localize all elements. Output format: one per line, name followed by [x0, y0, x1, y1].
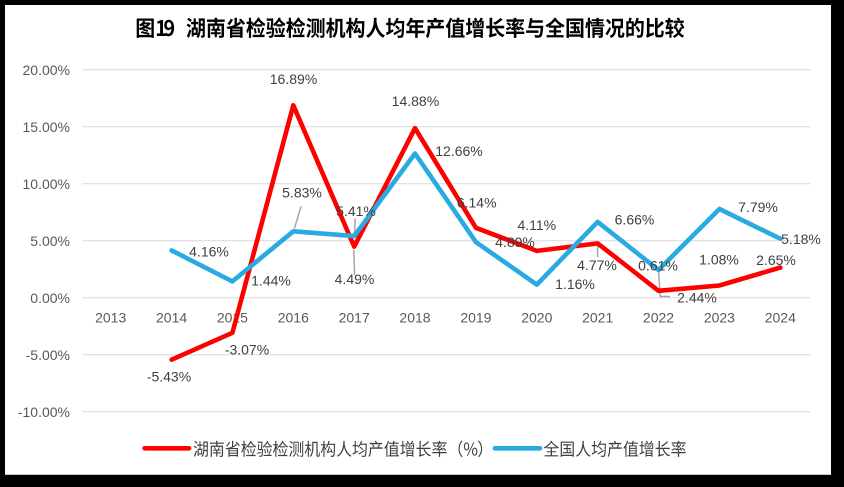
svg-text:4.89%: 4.89% [495, 234, 535, 250]
svg-text:1.08%: 1.08% [699, 252, 739, 268]
svg-text:2.65%: 2.65% [756, 252, 796, 268]
svg-text:4.16%: 4.16% [189, 244, 229, 260]
svg-text:2024: 2024 [765, 310, 796, 326]
svg-text:1.16%: 1.16% [555, 276, 595, 292]
svg-text:6.66%: 6.66% [615, 212, 655, 228]
svg-text:2023: 2023 [704, 310, 735, 326]
svg-text:2013: 2013 [95, 310, 126, 326]
svg-text:-5.43%: -5.43% [147, 369, 191, 385]
svg-text:0.00%: 0.00% [30, 290, 70, 306]
svg-text:6.14%: 6.14% [457, 194, 497, 210]
svg-text:20.00%: 20.00% [23, 62, 70, 78]
svg-text:2015: 2015 [217, 310, 248, 326]
svg-text:-3.07%: -3.07% [225, 342, 269, 358]
svg-text:2022: 2022 [643, 310, 674, 326]
svg-text:5.18%: 5.18% [781, 231, 821, 247]
svg-text:14.88%: 14.88% [392, 93, 439, 109]
svg-text:7.79%: 7.79% [738, 199, 778, 215]
svg-text:2.44%: 2.44% [677, 289, 717, 305]
svg-text:12.66%: 12.66% [435, 143, 482, 159]
svg-text:-10.00%: -10.00% [18, 404, 70, 420]
svg-text:2014: 2014 [156, 310, 187, 326]
svg-text:15.00%: 15.00% [23, 119, 70, 135]
svg-text:4.11%: 4.11% [517, 217, 556, 233]
svg-text:2019: 2019 [460, 310, 491, 326]
svg-text:-5.00%: -5.00% [26, 347, 70, 363]
svg-text:2020: 2020 [521, 310, 552, 326]
svg-text:2021: 2021 [582, 310, 613, 326]
svg-text:4.49%: 4.49% [335, 271, 375, 287]
svg-text:1.44%: 1.44% [251, 273, 291, 289]
svg-text:2017: 2017 [339, 310, 370, 326]
svg-text:5.83%: 5.83% [282, 185, 322, 201]
svg-text:10.00%: 10.00% [23, 176, 70, 192]
svg-text:5.00%: 5.00% [30, 233, 70, 249]
svg-text:16.89%: 16.89% [270, 71, 317, 87]
svg-text:4.77%: 4.77% [577, 257, 617, 273]
svg-text:2016: 2016 [278, 310, 309, 326]
svg-text:0.61%: 0.61% [638, 258, 678, 274]
svg-text:5.41%: 5.41% [336, 203, 376, 219]
svg-text:2018: 2018 [399, 310, 430, 326]
